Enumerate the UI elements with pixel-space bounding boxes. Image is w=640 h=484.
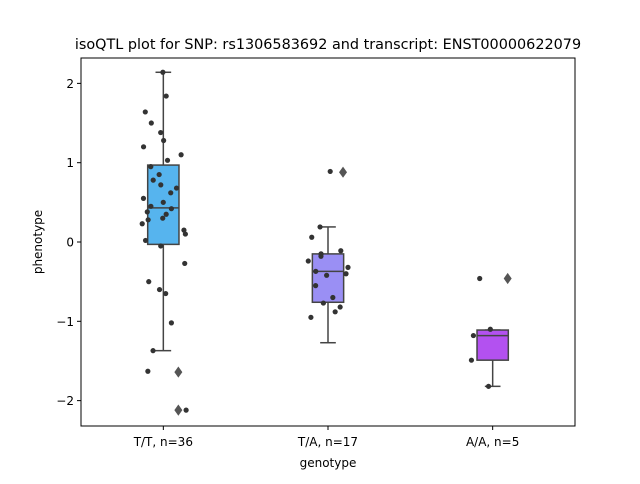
data-point [317,224,323,230]
data-point [158,243,164,249]
data-point [308,314,314,320]
x-axis-label: genotype [300,456,357,470]
data-point [156,171,162,178]
y-tick-label: −1 [56,315,74,329]
data-point [309,234,315,240]
data-point [145,217,151,223]
box-2 [476,329,510,361]
data-point [164,157,171,163]
chart-title: isoQTL plot for SNP: rs1306583692 and tr… [75,37,581,53]
plot-area [139,69,512,416]
data-point [168,206,175,212]
data-point [150,348,156,354]
y-tick-label: 0 [66,236,74,250]
data-point [487,326,493,332]
data-point [327,168,333,175]
data-point [146,279,152,285]
data-point [313,283,319,289]
data-point [332,309,338,315]
data-point [168,320,174,326]
axes: −2 −1 0 1 2 T/T, n=36 T/A, n=17 A/A, n=5 [56,77,519,449]
data-point [163,290,169,297]
data-point [145,368,151,374]
data-point [337,304,343,310]
data-point [160,69,166,75]
data-point [468,357,475,363]
outlier-marker [339,166,348,178]
y-axis-label: phenotype [31,210,45,274]
data-point [160,215,166,221]
data-point [148,120,154,126]
data-point [140,144,147,150]
data-point [156,286,163,293]
y-tick-label: −2 [56,394,74,408]
data-point [345,264,351,270]
x-tick-label: T/T, n=36 [133,435,193,449]
data-point [158,129,164,136]
data-point [183,407,189,413]
data-point [330,294,336,301]
data-point [168,190,174,196]
data-point [142,109,148,115]
data-point [139,221,145,227]
outlier-marker [503,272,512,285]
x-tick-label: A/A, n=5 [466,435,519,449]
data-point [320,300,326,306]
data-point [313,268,319,274]
data-point [161,137,167,144]
data-point [178,152,184,158]
data-point [318,253,324,259]
data-point [144,209,150,215]
data-point [150,177,156,183]
data-point [160,199,166,205]
y-tick-label: 2 [66,77,74,91]
data-point [181,227,187,233]
data-point [338,248,344,254]
data-point [485,383,492,389]
outlier-marker [174,366,183,378]
data-point [305,258,311,264]
data-point [148,203,154,209]
data-point [477,275,483,282]
outlier-marker [174,404,183,416]
box-1 [311,253,345,304]
data-point [173,185,180,191]
data-point [182,260,188,267]
data-point [182,231,188,237]
data-point [470,332,477,339]
data-point [140,195,147,201]
data-point [163,93,169,99]
x-tick-label: T/A, n=17 [297,435,358,449]
data-point [163,211,169,217]
data-point [343,271,349,277]
data-point [158,182,164,188]
y-tick-label: 1 [66,156,74,170]
data-point [324,272,330,278]
data-point [142,237,149,244]
data-point [148,164,154,170]
